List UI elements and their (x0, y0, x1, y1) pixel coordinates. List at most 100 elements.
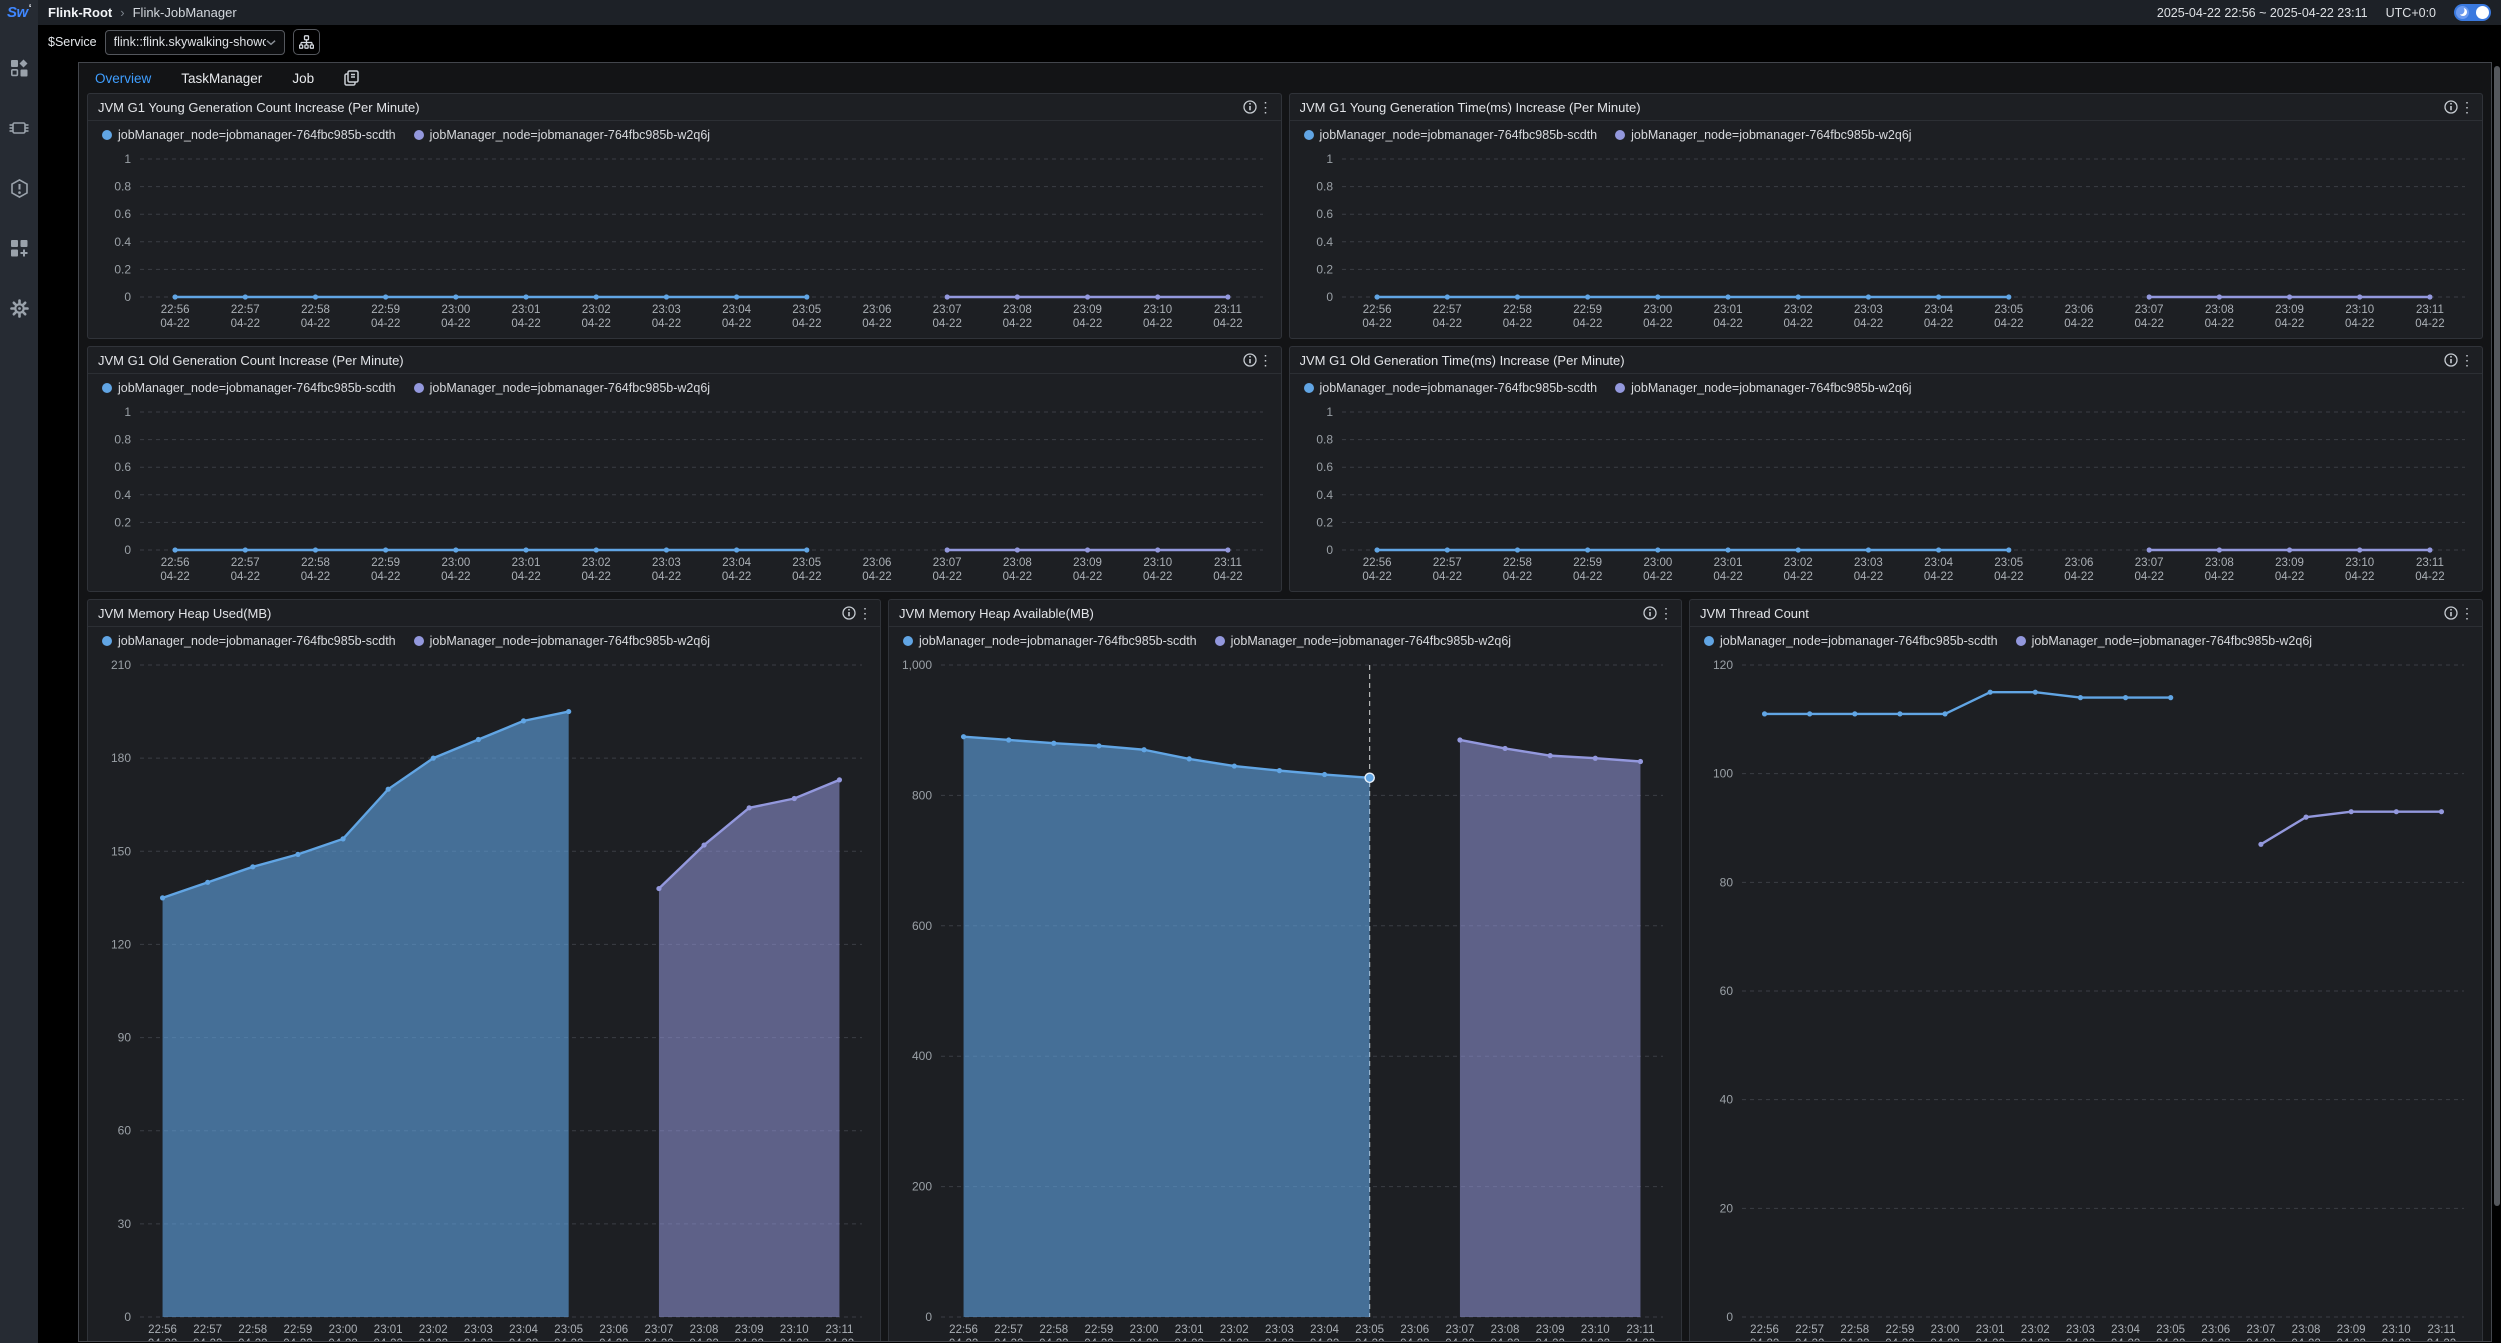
topology-button[interactable] (292, 29, 320, 55)
svg-text:0.4: 0.4 (114, 488, 131, 502)
sidebar-item-services[interactable] (8, 117, 30, 139)
legend-item[interactable]: jobManager_node=jobmanager-764fbc985b-w2… (413, 634, 710, 648)
legend-dot-icon (1303, 130, 1314, 140)
more-menu-icon[interactable]: ⋮ (1258, 99, 1273, 115)
more-menu-icon[interactable]: ⋮ (1258, 352, 1273, 368)
svg-text:600: 600 (912, 919, 932, 933)
svg-text:0.6: 0.6 (1316, 207, 1333, 221)
breadcrumb-root[interactable]: Flink-Root (48, 5, 113, 20)
sidebar-item-new-dashboard[interactable] (8, 237, 30, 259)
more-menu-icon[interactable]: ⋮ (2460, 605, 2474, 621)
legend-item[interactable]: jobManager_node=jobmanager-764fbc985b-w2… (1615, 381, 1912, 395)
svg-text:0.8: 0.8 (1316, 180, 1333, 194)
skywalking-logo[interactable]: Sw ʻ (7, 3, 32, 21)
svg-text:1,000: 1,000 (902, 658, 932, 672)
vertical-scrollbar[interactable] (2494, 66, 2500, 1206)
legend-item[interactable]: jobManager_node=jobmanager-764fbc985b-sc… (102, 381, 396, 395)
sidebar-item-alerting[interactable] (8, 177, 30, 199)
chart-panel: JVM G1 Old Generation Time(ms) Increase … (1288, 346, 2483, 592)
legend-item[interactable]: jobManager_node=jobmanager-764fbc985b-sc… (903, 634, 1197, 648)
timezone-label: UTC+0:0 (2385, 5, 2436, 20)
sidebar-item-settings[interactable] (8, 297, 30, 319)
legend-item[interactable]: jobManager_node=jobmanager-764fbc985b-w2… (1615, 128, 1912, 142)
legend-dot-icon (1303, 383, 1314, 393)
legend-item[interactable]: jobManager_node=jobmanager-764fbc985b-w2… (413, 128, 710, 142)
info-icon[interactable] (840, 604, 858, 622)
svg-text:0.4: 0.4 (1316, 235, 1333, 249)
svg-text:100: 100 (1713, 767, 1733, 781)
chart-panel: JVM Memory Heap Used(MB) ⋮ jobManager_no… (87, 599, 881, 1342)
time-range-picker[interactable]: 2025-04-22 22:56 ~ 2025-04-22 23:11 (2156, 5, 2368, 20)
svg-text:1: 1 (124, 405, 131, 419)
tab-overview[interactable]: Overview (95, 70, 152, 86)
info-icon[interactable] (1241, 98, 1259, 116)
dark-mode-toggle[interactable] (2454, 4, 2491, 21)
tab-job[interactable]: Job (292, 70, 315, 86)
dashboard-container: Overview TaskManager Job JVM G1 Young Ge… (78, 62, 2492, 1342)
alerting-icon (10, 178, 28, 198)
copy-tab-button[interactable] (344, 70, 359, 86)
legend-item[interactable]: jobManager_node=jobmanager-764fbc985b-sc… (1704, 634, 1998, 648)
line-chart[interactable]: 0 0.2 0.4 0.6 0.8 1 22:56 04-22 22:57 04-22 22:58 0… (1294, 402, 2479, 588)
svg-text:90: 90 (118, 1031, 132, 1045)
more-menu-icon[interactable]: ⋮ (858, 605, 872, 621)
line-chart[interactable]: 0 0.2 0.4 0.6 0.8 1 22:56 04-22 22:57 04-22 22:58 0… (1294, 149, 2479, 335)
info-icon[interactable] (2442, 604, 2460, 622)
dashboard-tabs: Overview TaskManager Job (79, 63, 2491, 93)
legend-item[interactable]: jobManager_node=jobmanager-764fbc985b-sc… (1303, 381, 1597, 395)
info-icon[interactable] (1641, 604, 1659, 622)
chevron-down-icon (266, 39, 276, 45)
svg-text:120: 120 (111, 937, 131, 951)
legend-item[interactable]: jobManager_node=jobmanager-764fbc985b-w2… (1214, 634, 1511, 648)
info-icon[interactable] (2442, 98, 2460, 116)
legend-item[interactable]: jobManager_node=jobmanager-764fbc985b-sc… (102, 634, 396, 648)
panel-title: JVM Memory Heap Used(MB) (98, 605, 272, 621)
sidebar-item-marketplace[interactable] (8, 57, 30, 79)
legend-item[interactable]: jobManager_node=jobmanager-764fbc985b-w2… (2015, 634, 2312, 648)
chart-panel: JVM G1 Young Generation Count Increase (… (87, 93, 1282, 339)
legend-item[interactable]: jobManager_node=jobmanager-764fbc985b-sc… (1303, 128, 1597, 142)
line-chart[interactable]: 0 0.2 0.4 0.6 0.8 1 22:56 04-22 22:57 04-22 22:58 0… (92, 149, 1277, 335)
line-chart[interactable]: 0 0.2 0.4 0.6 0.8 1 22:56 04-22 22:57 04-22 22:58 0… (92, 402, 1277, 588)
svg-text:0: 0 (124, 1310, 131, 1324)
legend-item[interactable]: jobManager_node=jobmanager-764fbc985b-w2… (413, 381, 710, 395)
tab-taskmanager[interactable]: TaskManager (181, 70, 263, 86)
more-menu-icon[interactable]: ⋮ (1659, 605, 1673, 621)
legend-item[interactable]: jobManager_node=jobmanager-764fbc985b-sc… (102, 128, 396, 142)
chart-legend: jobManager_node=jobmanager-764fbc985b-sc… (88, 627, 880, 655)
service-select[interactable]: flink::flink.skywalking-showc... (104, 29, 285, 55)
breadcrumb-separator-icon: › (120, 5, 125, 20)
more-menu-icon[interactable]: ⋮ (2460, 99, 2474, 115)
info-icon[interactable] (2442, 351, 2460, 369)
more-menu-icon[interactable]: ⋮ (2460, 352, 2474, 368)
info-icon[interactable] (1241, 351, 1259, 369)
service-bar: $Service flink::flink.skywalking-showc..… (38, 25, 2501, 59)
